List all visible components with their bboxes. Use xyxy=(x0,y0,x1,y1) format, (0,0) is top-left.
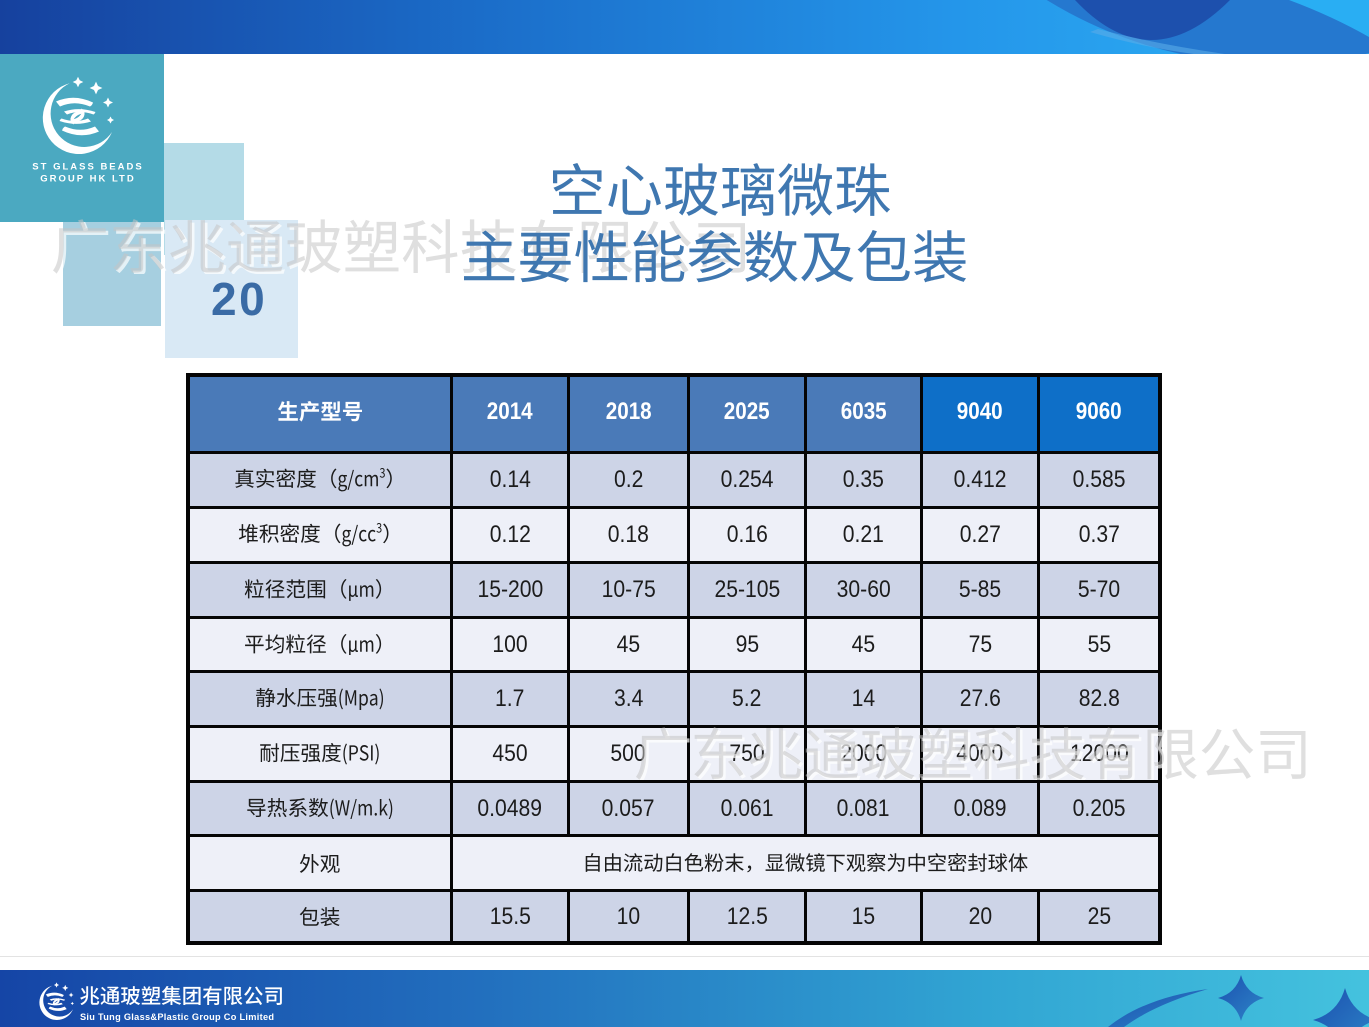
svg-text:ST GLASS BEADS: ST GLASS BEADS xyxy=(32,162,143,173)
svg-text:GROUP HK LTD: GROUP HK LTD xyxy=(40,174,135,185)
